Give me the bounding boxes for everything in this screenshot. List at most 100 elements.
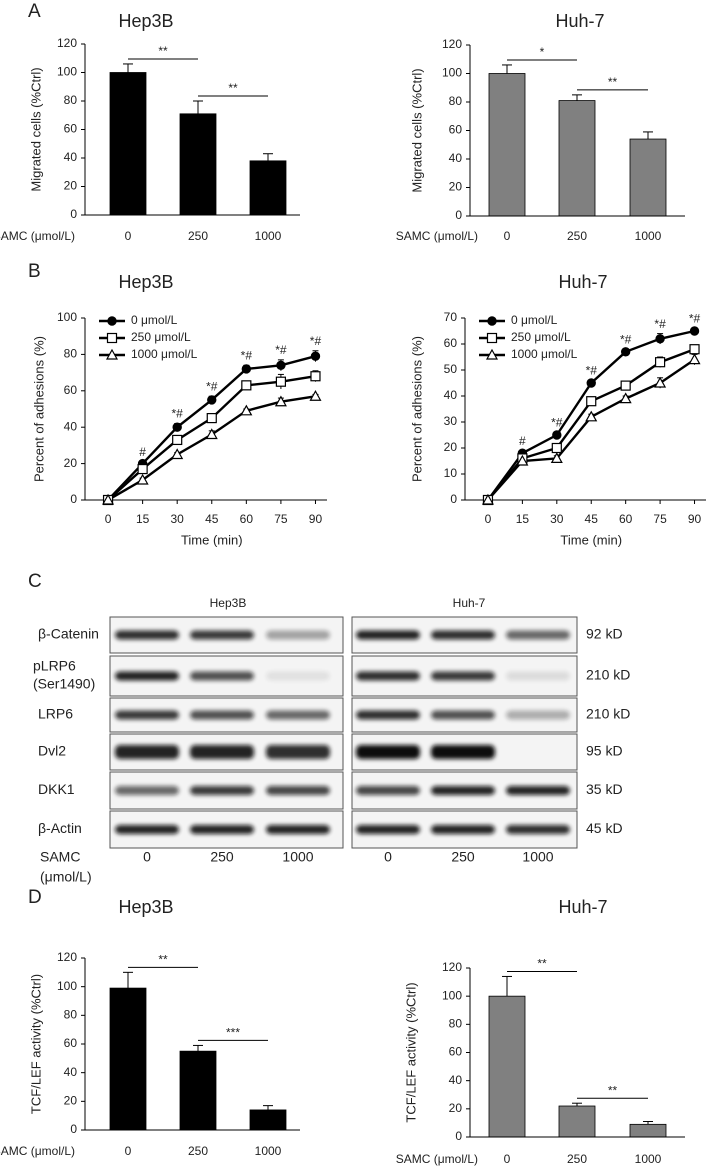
y-tick-label: 30	[444, 414, 458, 428]
bar	[488, 73, 526, 217]
y-tick-label: 0	[450, 492, 457, 506]
x-axis-label: SAMC (μmol/L)	[0, 229, 75, 243]
y-tick-label: 60	[444, 336, 458, 350]
marker	[172, 422, 182, 432]
point-label: *#	[620, 332, 632, 346]
chart-title: Huh-7	[558, 272, 607, 292]
marker	[240, 404, 253, 416]
dose-label: SAMC	[40, 849, 80, 865]
chart-title: Hep3B	[118, 272, 173, 292]
marker	[137, 463, 148, 475]
marker	[275, 376, 287, 387]
x-axis-label: SAMC (μmol/L)	[0, 1144, 75, 1158]
x-tick-label: 1000	[635, 1152, 662, 1166]
panel-label: C	[28, 571, 42, 592]
blot-band	[115, 745, 179, 759]
y-axis-label: Migrated cells (%Ctrl)	[28, 67, 43, 191]
x-tick-label: 90	[309, 512, 323, 526]
blot-band	[356, 745, 420, 759]
marker	[585, 410, 598, 422]
legend-marker	[486, 332, 498, 344]
blot-size-label: 35 kD	[586, 781, 623, 797]
point-label: *#	[551, 416, 563, 430]
y-tick-label: 0	[455, 1129, 462, 1143]
blot-band	[190, 745, 254, 759]
y-tick-label: 80	[64, 1008, 78, 1022]
x-tick-label: 1000	[255, 1144, 282, 1158]
point-label: *#	[586, 364, 598, 378]
x-tick-label: 0	[125, 1144, 132, 1158]
marker	[619, 392, 632, 404]
blot-band	[431, 710, 495, 720]
significance-label: **	[228, 81, 238, 95]
x-tick-label: 60	[619, 512, 633, 526]
legend-marker	[106, 332, 118, 344]
legend-marker	[485, 348, 499, 360]
blot-band	[356, 630, 420, 640]
x-axis-label: Time (min)	[181, 532, 243, 547]
chart-title: Hep3B	[118, 897, 173, 917]
significance-label: *	[540, 45, 545, 59]
x-axis-label: Time (min)	[560, 532, 622, 547]
blot-band	[115, 786, 179, 795]
blot-band	[431, 745, 495, 759]
blot-band	[431, 630, 495, 640]
y-tick-label: 60	[64, 122, 78, 136]
blot-band	[190, 825, 254, 834]
y-tick-label: 0	[70, 492, 77, 506]
marker	[551, 442, 562, 454]
blot-band	[115, 825, 179, 834]
blot-size-label: 92 kD	[586, 626, 623, 642]
x-tick-label: 45	[205, 512, 219, 526]
y-tick-label: 60	[64, 1036, 78, 1050]
bar	[109, 987, 147, 1131]
marker	[172, 434, 183, 446]
blot-band	[431, 786, 495, 795]
marker	[516, 454, 529, 466]
x-tick-label: 15	[516, 512, 530, 526]
x-tick-label: 1000	[255, 229, 282, 243]
x-tick-label: 250	[188, 229, 208, 243]
bar	[179, 1050, 217, 1131]
marker	[205, 428, 218, 440]
marker	[206, 413, 217, 424]
marker	[552, 430, 562, 440]
marker	[481, 493, 494, 505]
legend-marker	[107, 316, 117, 326]
blot-band	[115, 671, 179, 681]
legend-marker	[487, 316, 497, 326]
legend-label: 250 μmol/L	[131, 330, 191, 344]
blot-column-label: Hep3B	[210, 596, 247, 610]
bar	[249, 1109, 287, 1131]
marker	[310, 371, 321, 382]
marker	[654, 357, 666, 368]
y-tick-label: 10	[444, 466, 458, 480]
significance-label: **	[608, 75, 618, 89]
blot-band	[356, 710, 420, 720]
bar	[558, 100, 596, 217]
marker	[586, 396, 597, 407]
y-tick-label: 50	[444, 362, 458, 376]
legend-label: 1000 μmol/L	[131, 347, 198, 361]
y-tick-label: 100	[57, 65, 77, 79]
y-axis-label: Percent of adhesions (%)	[31, 336, 46, 482]
y-tick-label: 0	[70, 207, 77, 221]
x-tick-label: 75	[653, 512, 667, 526]
point-label: *#	[310, 334, 322, 348]
point-label: #	[139, 445, 146, 459]
x-tick-label: 0	[504, 1152, 511, 1166]
blot-size-label: 210 kD	[586, 706, 630, 722]
dose-label: (μmol/L)	[40, 869, 92, 885]
x-tick-label: 250	[188, 1144, 208, 1158]
blot-row-label: β-Actin	[38, 820, 82, 836]
x-tick-label: 30	[171, 512, 185, 526]
blot-band	[115, 710, 179, 720]
marker	[207, 395, 217, 405]
marker	[550, 452, 563, 463]
blot-row-label: (Ser1490)	[33, 676, 95, 692]
y-tick-label: 120	[442, 960, 462, 974]
chart-title: Huh-7	[558, 897, 607, 917]
y-axis-label: TCF/LEF activity (%Ctrl)	[403, 982, 418, 1122]
y-axis-label: TCF/LEF activity (%Ctrl)	[28, 974, 43, 1114]
marker	[241, 380, 252, 391]
